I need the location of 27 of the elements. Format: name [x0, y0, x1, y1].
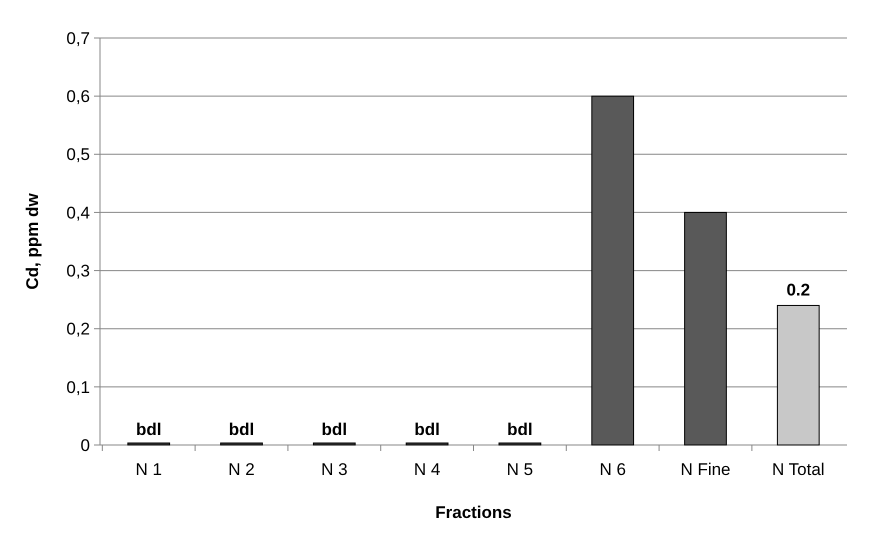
x-tick-label: N 1 [135, 460, 162, 479]
x-tick-label: N Fine [680, 460, 731, 479]
y-tick-label: 0,2 [66, 320, 90, 339]
x-tick-label: N 6 [599, 460, 626, 479]
data-label: 0.2 [786, 280, 810, 300]
y-tick-label: 0,1 [66, 378, 90, 397]
data-label: bdl [228, 420, 254, 439]
x-axis-title: Fractions [435, 503, 512, 522]
y-axis-title: Cd, ppm dw [23, 192, 42, 290]
data-label: bdl [322, 420, 348, 439]
x-tick-label: N 2 [228, 460, 255, 479]
bar [684, 212, 727, 446]
data-label: bdl [414, 420, 440, 439]
data-label: bdl [136, 420, 162, 439]
x-tick-label: N 5 [506, 460, 534, 479]
bar [591, 96, 634, 446]
y-tick-label: 0,5 [66, 145, 90, 164]
y-tick-label: 0,7 [66, 28, 90, 48]
y-tick-label: 0,6 [66, 87, 90, 106]
x-tick-label: N 4 [414, 460, 440, 479]
x-tick-label: N 3 [321, 460, 348, 479]
y-tick-label: 0 [80, 436, 90, 455]
y-tick-label: 0,3 [66, 262, 90, 281]
x-tick-label: N Total [772, 460, 825, 479]
data-label: bdl [507, 420, 533, 439]
y-tick-label: 0,4 [66, 203, 90, 222]
bar [776, 304, 820, 446]
